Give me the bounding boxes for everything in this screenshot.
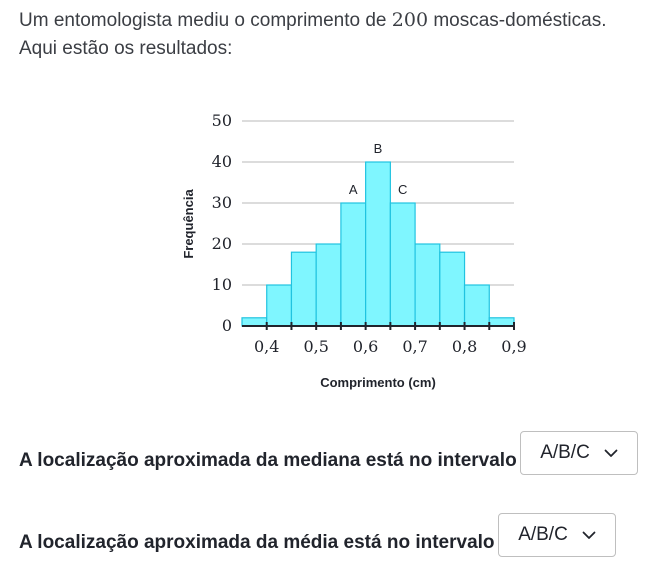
intro-text-before: Um entomologista mediu o comprimento de — [19, 10, 392, 31]
histogram-bar — [241, 317, 268, 327]
y-tick-label: 50 — [212, 111, 232, 130]
bar-label: C — [398, 182, 407, 197]
mean-dropdown[interactable]: A/B/C — [498, 513, 616, 557]
x-axis-title: Comprimento (cm) — [320, 375, 436, 390]
intro-text-line2: Aqui estão os resultados: — [19, 38, 233, 59]
problem-statement: Um entomologista mediu o comprimento de … — [19, 6, 659, 63]
chevron-down-icon — [582, 531, 596, 539]
histogram-bar — [439, 251, 466, 327]
mean-question: A localização aproximada da média está n… — [19, 532, 495, 553]
chevron-down-icon — [604, 449, 618, 457]
fly-count: 200 — [391, 9, 429, 31]
x-tick-label: 0,6 — [353, 337, 378, 356]
y-tick-label: 20 — [212, 234, 232, 253]
median-dropdown-value: A/B/C — [540, 442, 590, 463]
histogram-bar — [290, 251, 317, 327]
bar-label: A — [349, 182, 358, 197]
y-tick-label: 10 — [212, 275, 232, 294]
x-tick-label: 0,4 — [254, 337, 279, 356]
y-tick-label: 40 — [212, 152, 232, 171]
histogram-bar — [315, 243, 342, 327]
median-question: A localização aproximada da mediana está… — [19, 450, 517, 471]
x-tick-label: 0,5 — [303, 337, 328, 356]
histogram-chart: 0 10 20 30 40 50 A B C 0,4 0,5 0,6 0,7 0,8 0,9 Frequên… — [181, 111, 527, 390]
x-tick-label: 0,7 — [402, 337, 427, 356]
histogram-bar — [266, 284, 293, 327]
x-tick-label: 0,8 — [452, 337, 477, 356]
intro-text-after: moscas-domésticas. — [428, 10, 607, 31]
bar-label: B — [374, 141, 383, 156]
histogram-bar — [463, 284, 490, 327]
histogram-bar — [340, 202, 367, 327]
y-axis-title: Frequência — [181, 189, 196, 259]
histogram-bar — [365, 161, 391, 327]
mean-dropdown-value: A/B/C — [518, 524, 568, 545]
y-tick-label: 30 — [212, 193, 232, 212]
median-dropdown[interactable]: A/B/C — [520, 431, 638, 475]
histogram-bar — [488, 317, 515, 327]
histogram-bar — [389, 202, 416, 327]
histogram-bar — [414, 243, 441, 327]
x-tick-label: 0,9 — [501, 337, 526, 356]
y-tick-label: 0 — [222, 316, 232, 335]
